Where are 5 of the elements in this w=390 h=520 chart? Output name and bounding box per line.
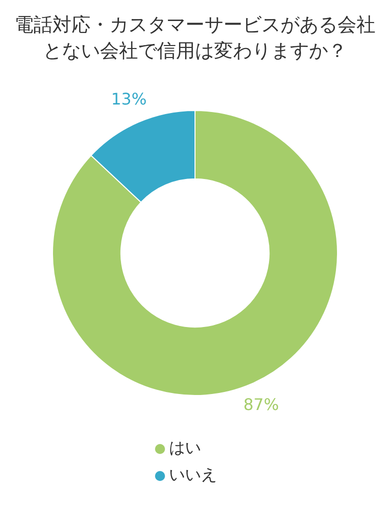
data-label: 13%: [111, 89, 147, 108]
data-label: 87%: [243, 394, 279, 414]
chart-title: 電話対応・カスタマーサービスがある会社とない会社で信用は変わりますか？: [14, 13, 376, 64]
legend-label: はい: [169, 438, 201, 459]
legend-label: いいえ: [169, 465, 217, 486]
